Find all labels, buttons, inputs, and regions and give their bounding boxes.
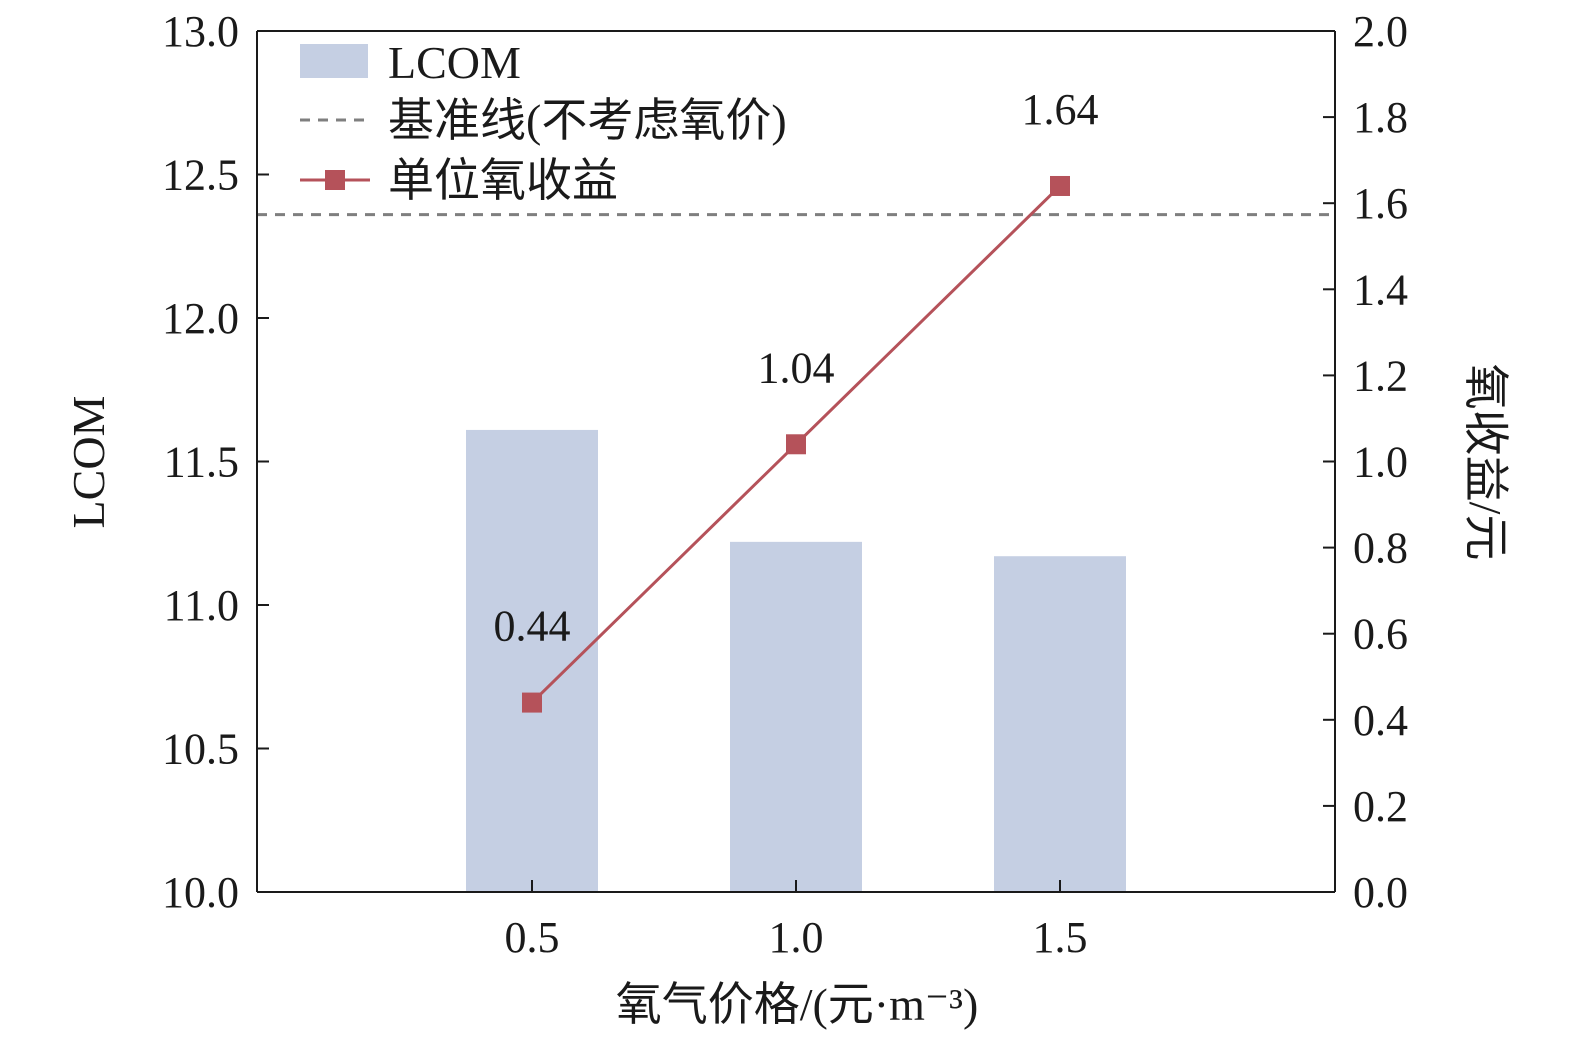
y2-tick-label-1.8: 1.8 — [1353, 93, 1408, 142]
revenue-marker-1.0 — [786, 434, 806, 455]
y-axis-title: LCOM — [63, 396, 114, 529]
x-axis-title: 氧气价格/(元·m⁻³) — [616, 979, 979, 1030]
ticks: 10.0 10.5 11.0 11.5 12.0 12.5 13.0 0.0 0.2 0.4 0.6… — [162, 7, 1408, 962]
y2-tick-label-0.0: 0.0 — [1353, 868, 1408, 917]
legend: LCOM 基准线(不考虑氧价) 单位氧收益 — [300, 37, 787, 206]
y2-tick-label-0.2: 0.2 — [1353, 782, 1408, 831]
legend-swatch-revenue-marker — [325, 170, 345, 190]
y-tick-label-10.0: 10.0 — [162, 868, 239, 917]
legend-label-lcom: LCOM — [388, 37, 521, 88]
bar-lcom-0.5 — [466, 429, 598, 892]
y-tick-label-11.5: 11.5 — [164, 438, 239, 487]
legend-label-revenue: 单位氧收益 — [388, 155, 618, 206]
bar-lcom-1.5 — [994, 556, 1126, 892]
revenue-marker-0.5 — [522, 692, 542, 713]
x-tick-label-1.5: 1.5 — [1033, 913, 1088, 962]
x-tick-label-1.0: 1.0 — [769, 913, 824, 962]
revenue-data-label-1.5: 1.64 — [1022, 85, 1099, 134]
legend-label-baseline: 基准线(不考虑氧价) — [388, 95, 787, 146]
y2-tick-label-0.4: 0.4 — [1353, 696, 1408, 745]
bar-group — [466, 429, 1126, 892]
line-series-layer: 0.44 1.04 1.64 — [494, 85, 1099, 713]
y2-tick-label-0.8: 0.8 — [1353, 524, 1408, 573]
revenue-data-label-1.0: 1.04 — [758, 343, 835, 392]
revenue-data-label-0.5: 0.44 — [494, 602, 571, 651]
y-tick-label-12.0: 12.0 — [162, 294, 239, 343]
y-tick-label-10.5: 10.5 — [162, 725, 239, 774]
y-tick-label-13.0: 13.0 — [162, 7, 239, 56]
y2-tick-label-1.0: 1.0 — [1353, 438, 1408, 487]
y-tick-label-12.5: 12.5 — [162, 151, 239, 200]
y2-axis-title: 氧收益/元 — [1460, 364, 1511, 561]
y-tick-label-11.0: 11.0 — [164, 581, 239, 630]
legend-swatch-lcom — [300, 44, 368, 78]
y2-tick-label-0.6: 0.6 — [1353, 610, 1408, 659]
x-tick-label-0.5: 0.5 — [505, 913, 560, 962]
y2-tick-label-2.0: 2.0 — [1353, 7, 1408, 56]
revenue-marker-1.5 — [1050, 175, 1070, 196]
y2-tick-label-1.2: 1.2 — [1353, 351, 1408, 400]
y2-tick-label-1.4: 1.4 — [1353, 265, 1408, 314]
y2-tick-label-1.6: 1.6 — [1353, 179, 1408, 228]
bar-lcom-1.0 — [730, 541, 862, 892]
